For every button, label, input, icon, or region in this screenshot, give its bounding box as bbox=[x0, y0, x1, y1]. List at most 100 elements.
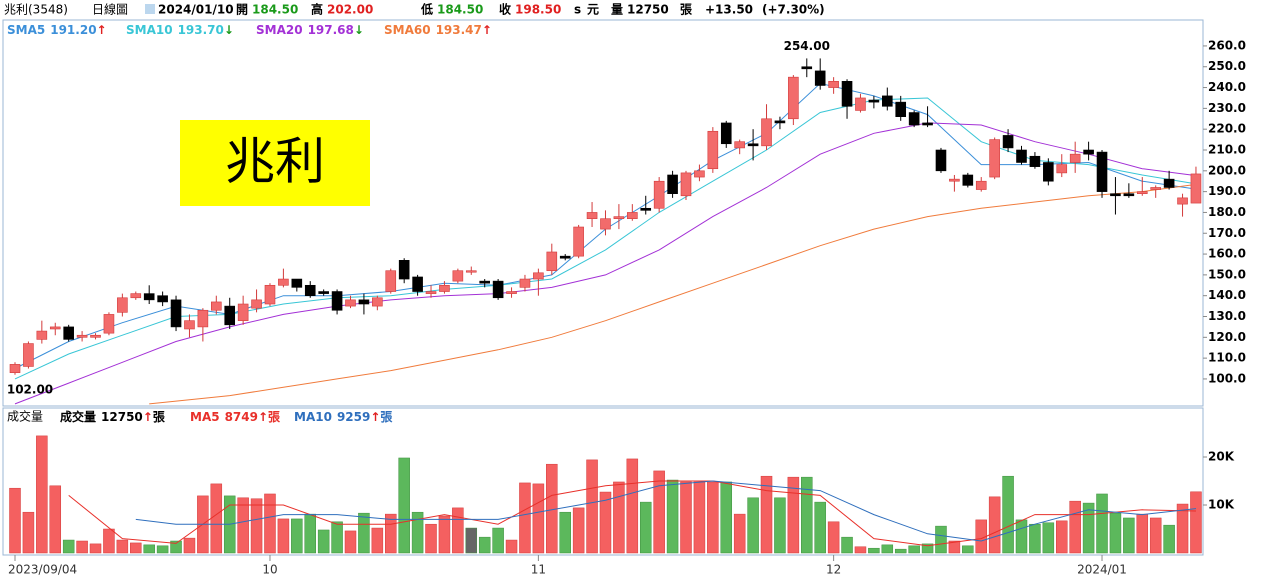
x-tick-label: 11 bbox=[531, 563, 546, 577]
y-tick-label: 230.0 bbox=[1208, 101, 1246, 115]
legend-unit: 張 bbox=[153, 410, 166, 424]
volume-bar bbox=[237, 497, 249, 554]
legend-value: 193.47 bbox=[436, 23, 482, 37]
volume-bar bbox=[894, 548, 907, 554]
y-tick-label: 210.0 bbox=[1208, 143, 1246, 157]
s: s bbox=[574, 3, 581, 17]
volume-unit: 張 bbox=[680, 3, 693, 17]
volume-bar bbox=[881, 544, 894, 554]
candle-body bbox=[1002, 135, 1014, 149]
candle-body bbox=[76, 334, 88, 338]
volume-bar bbox=[935, 525, 947, 554]
candle-body bbox=[627, 212, 638, 219]
volume-bar bbox=[36, 435, 48, 554]
candle-body bbox=[895, 101, 907, 117]
volume-bar bbox=[519, 482, 531, 554]
candle-body bbox=[398, 260, 410, 280]
volume-bar bbox=[478, 536, 491, 554]
candle-body bbox=[667, 174, 678, 195]
y-tick-label: 190.0 bbox=[1208, 184, 1246, 198]
candle-body bbox=[788, 76, 799, 120]
volume-bar bbox=[304, 513, 316, 554]
candle-body bbox=[573, 226, 584, 257]
candle-body bbox=[211, 301, 222, 311]
x-tick-label: 12 bbox=[826, 563, 841, 577]
volume-bar bbox=[116, 539, 129, 554]
y-tick-label: 260.0 bbox=[1208, 38, 1246, 52]
ma-line bbox=[14, 122, 1197, 405]
candle-body bbox=[1096, 151, 1108, 192]
volume-label: 量 bbox=[611, 3, 623, 17]
volume-bar bbox=[210, 483, 223, 554]
volume-bar bbox=[680, 481, 692, 554]
volume-bar bbox=[371, 527, 384, 554]
volume-bar bbox=[291, 518, 303, 554]
volume-bar bbox=[130, 542, 142, 554]
y-tick-label: 170.0 bbox=[1208, 226, 1246, 240]
annotation: 102.00 bbox=[7, 382, 53, 396]
x-tick-label: 2024/01 bbox=[1077, 563, 1127, 577]
candle-body bbox=[707, 130, 719, 170]
legend-arrow: ↑ bbox=[143, 410, 153, 424]
candle-body bbox=[908, 112, 920, 126]
volume-bar bbox=[613, 481, 625, 554]
candle-body bbox=[1190, 173, 1202, 204]
volume-bar bbox=[1190, 491, 1202, 554]
y-tick-label: 180.0 bbox=[1208, 205, 1246, 219]
y-tick-label: 240.0 bbox=[1208, 80, 1246, 94]
candle-body bbox=[694, 170, 705, 178]
volume-ma-line bbox=[68, 480, 1197, 547]
legend-entry: MA10 9259↑張 bbox=[294, 410, 393, 424]
y-tick-label: 110.0 bbox=[1208, 351, 1246, 365]
volume-bar bbox=[787, 476, 800, 554]
candle-body bbox=[1056, 164, 1068, 174]
candle-body bbox=[143, 293, 155, 301]
candle-body bbox=[9, 364, 21, 373]
candle-body bbox=[304, 284, 316, 296]
candle-body bbox=[841, 81, 853, 107]
y-tick-label: 250.0 bbox=[1208, 59, 1246, 73]
volume-bar bbox=[572, 507, 585, 554]
legend-name: SMA5 bbox=[7, 23, 45, 37]
dropdown[interactable] bbox=[145, 4, 155, 14]
candle-body bbox=[372, 297, 383, 307]
legend-name: SMA20 bbox=[256, 23, 303, 37]
volume-bar bbox=[465, 527, 478, 554]
volume-bar bbox=[532, 483, 545, 554]
volume-bar bbox=[707, 481, 719, 554]
change-pct: (+7.30%) bbox=[762, 3, 825, 17]
volume-bar bbox=[505, 539, 518, 554]
date: 2024/01/10 bbox=[158, 3, 234, 17]
volume-bar bbox=[599, 491, 612, 554]
stock-name: 兆利(3548) bbox=[4, 3, 68, 17]
close-label: 收 bbox=[499, 2, 511, 17]
legend-entry: SMA20 197.68↓ bbox=[256, 23, 364, 37]
candle-body bbox=[1043, 162, 1054, 182]
candle-body bbox=[546, 251, 558, 272]
legend-name: SMA60 bbox=[384, 23, 431, 37]
candle-body bbox=[36, 330, 48, 340]
candle-body bbox=[855, 97, 866, 111]
candle-body bbox=[640, 207, 652, 211]
legend-arrow: ↑ bbox=[97, 23, 107, 37]
candle-body bbox=[170, 299, 182, 328]
y-tick-label: 160.0 bbox=[1208, 247, 1246, 261]
open: 184.50 bbox=[252, 3, 298, 17]
change: +13.50 bbox=[705, 3, 753, 17]
legend-value: 193.70 bbox=[178, 23, 224, 37]
candle-body bbox=[197, 309, 209, 328]
badge: 兆利 bbox=[225, 133, 325, 191]
candle-body bbox=[117, 297, 128, 313]
volume-bar bbox=[9, 487, 21, 554]
legend-name: MA5 bbox=[190, 410, 220, 424]
candle-body bbox=[533, 272, 544, 280]
volume-bar bbox=[1015, 519, 1028, 554]
volume-bar bbox=[988, 496, 1001, 554]
volume-bar bbox=[639, 501, 652, 554]
volume-bar bbox=[962, 545, 974, 554]
y-tick-label: 200.0 bbox=[1208, 163, 1246, 177]
candle-body bbox=[519, 278, 531, 288]
candle-body bbox=[412, 276, 423, 292]
candle-body bbox=[331, 291, 343, 311]
